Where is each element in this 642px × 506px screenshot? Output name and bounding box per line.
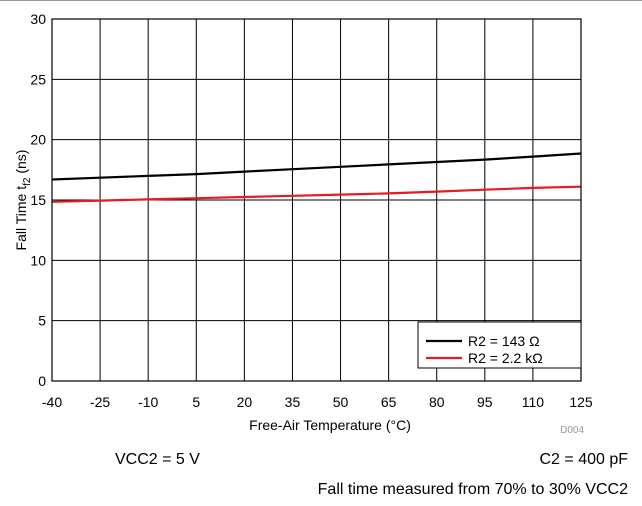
y-tick-label-2: 10: [30, 252, 46, 268]
legend-label-0: R2 = 143 Ω: [468, 333, 540, 349]
y-tick-label-5: 25: [30, 71, 46, 87]
y-axis-label-subscript: f2: [22, 177, 33, 186]
x-tick-label-10: 110: [522, 394, 545, 410]
plot-frame: [51, 18, 582, 382]
x-tick-label-8: 80: [429, 394, 445, 410]
y-axis-label-suffix: (ns): [13, 150, 29, 178]
c2-note: C2 = 400 pF: [539, 451, 629, 468]
series-line-1: [51, 185, 582, 203]
x-tick-label-3: 5: [192, 394, 200, 410]
y-tick-label-0: 0: [38, 373, 46, 389]
y-tick-label-6: 30: [30, 11, 46, 27]
x-tick-label-5: 35: [285, 394, 301, 410]
y-tick-labels: 0 5 10 15 20 25 30: [30, 11, 46, 389]
x-tick-label-9: 95: [477, 394, 493, 410]
x-tick-label-2: -10: [138, 394, 158, 410]
fall-time-note: Fall time measured from 70% to 30% VCC2: [317, 481, 628, 498]
legend: R2 = 143 Ω R2 = 2.2 kΩ: [417, 321, 582, 369]
vcc2-note: VCC2 = 5 V: [115, 451, 200, 468]
y-axis-label: Fall Time tf2 (ns): [13, 150, 33, 251]
x-axis-label: Free-Air Temperature (°C): [249, 417, 411, 433]
document-id: D004: [560, 425, 584, 436]
y-tick-label-1: 5: [38, 313, 46, 329]
fall-time-chart: -40 -25 -10 5 20 35 50 65 80 95 110 125 0 5 10 15 20 25 3…: [13, 11, 593, 436]
y-tick-label-3: 15: [30, 192, 46, 208]
x-tick-label-1: -25: [90, 394, 110, 410]
y-tick-label-4: 20: [30, 132, 46, 148]
top-rule: [0, 0, 642, 1]
series-lines: [51, 152, 582, 203]
x-tick-label-0: -40: [42, 394, 62, 410]
x-tick-label-7: 65: [381, 394, 397, 410]
legend-box: [417, 321, 582, 369]
x-tick-label-11: 125: [569, 394, 593, 410]
x-tick-label-6: 50: [333, 394, 349, 410]
series-line-0: [51, 152, 582, 181]
y-axis-label-base: Fall Time t: [13, 186, 29, 251]
legend-label-1: R2 = 2.2 kΩ: [468, 350, 543, 366]
x-tick-labels: -40 -25 -10 5 20 35 50 65 80 95 110 125: [42, 394, 593, 410]
x-tick-label-4: 20: [237, 394, 253, 410]
